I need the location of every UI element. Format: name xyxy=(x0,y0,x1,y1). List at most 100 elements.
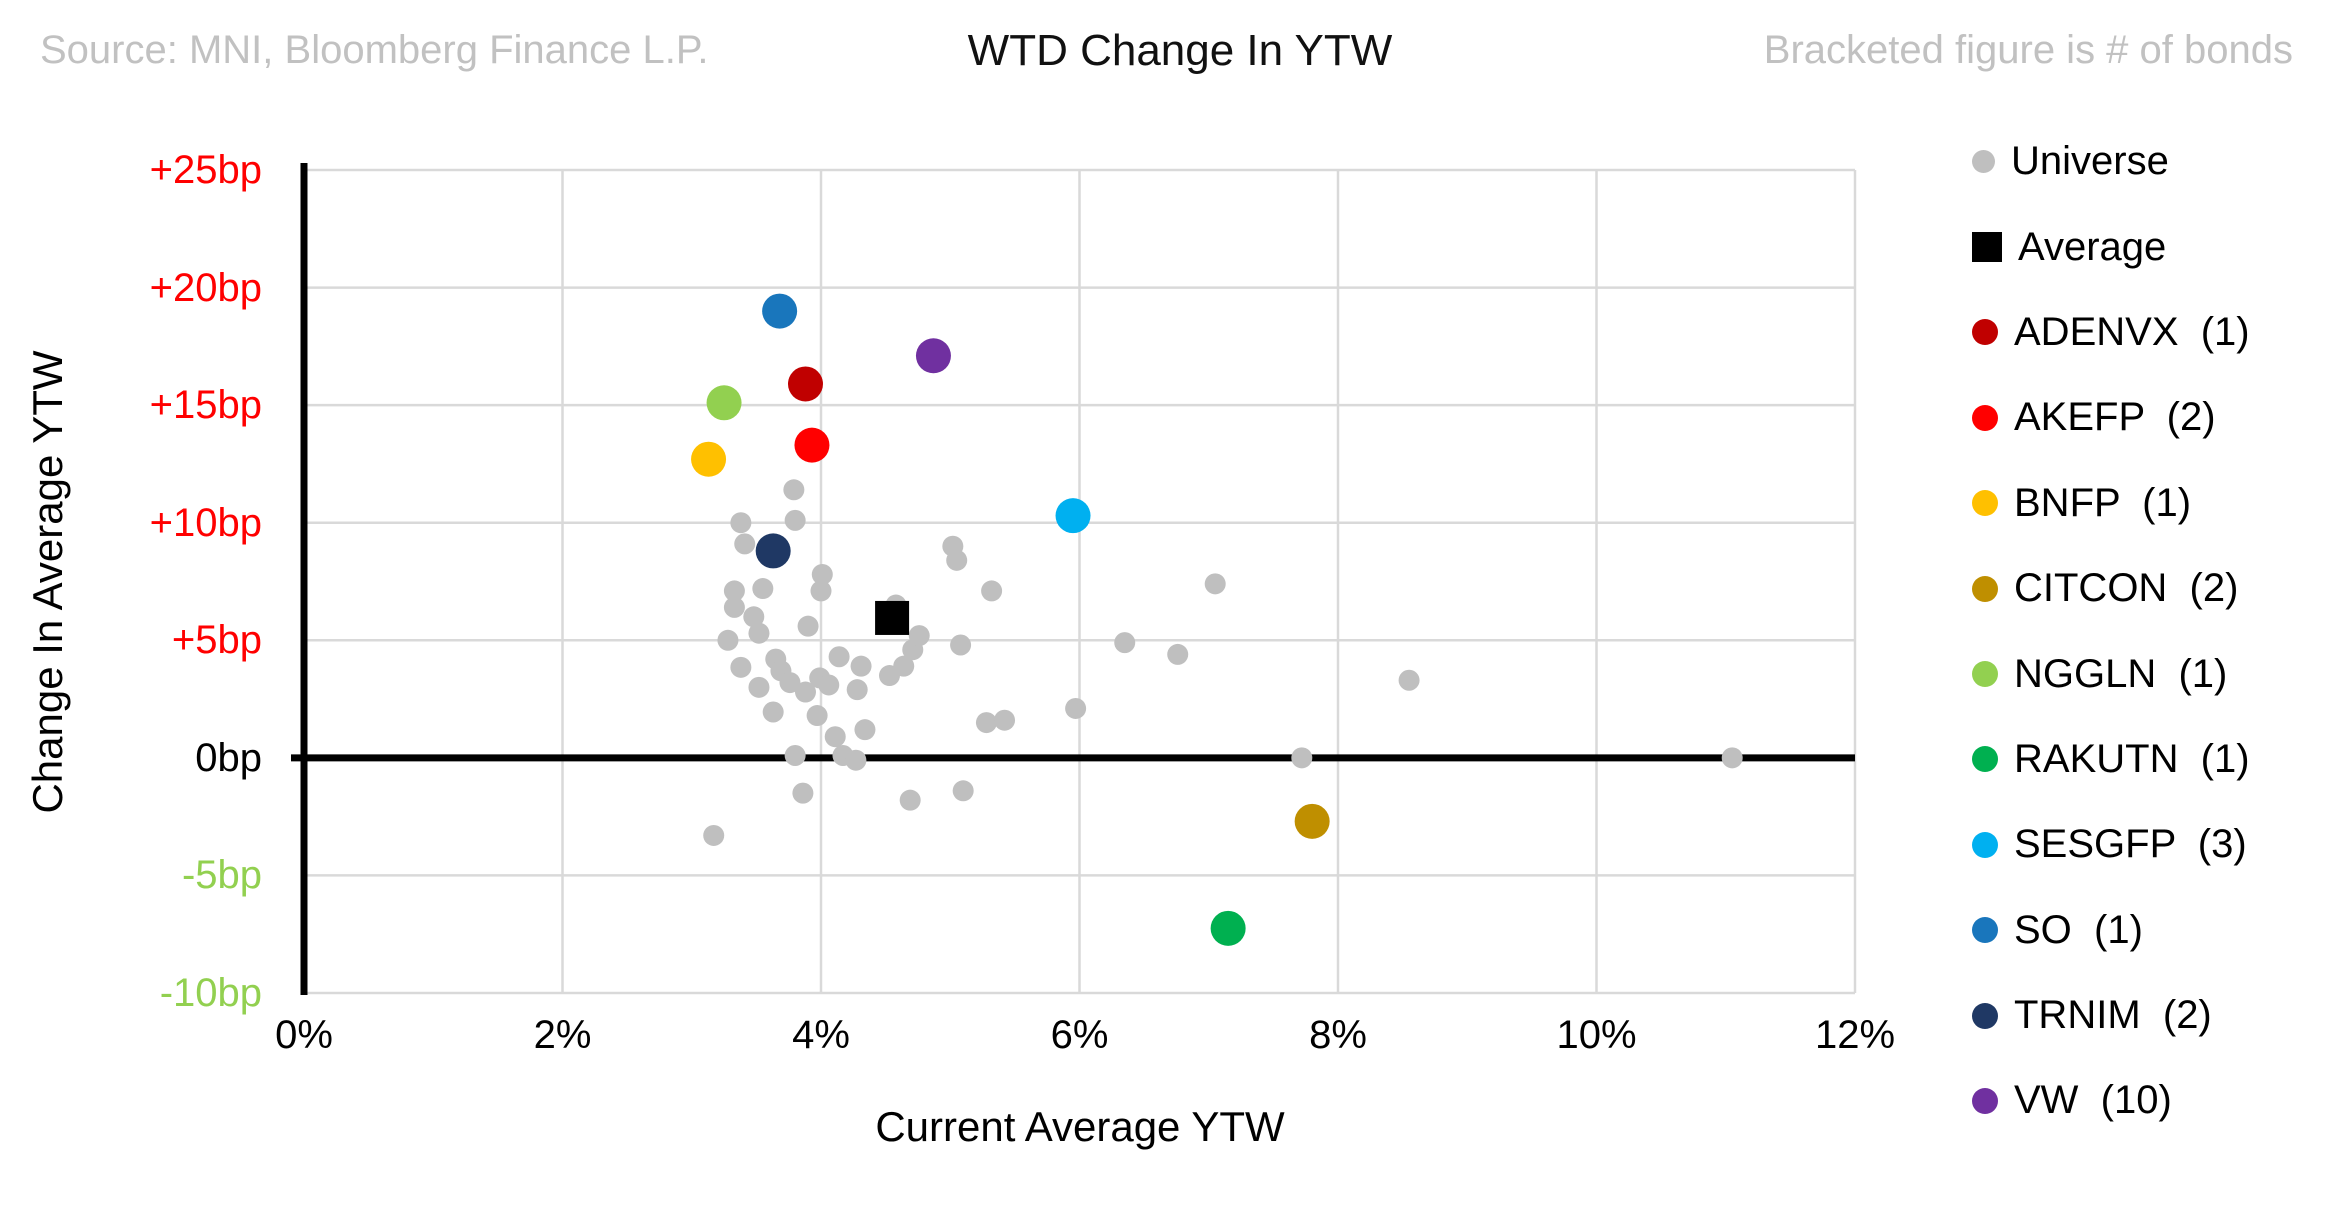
point-universe xyxy=(784,509,806,531)
point-universe xyxy=(779,672,801,694)
point-bnfp xyxy=(691,441,727,477)
y-tick-10: +10bp xyxy=(149,500,262,545)
legend-item-akefp: AKEFP (2) xyxy=(1972,375,2322,460)
point-universe xyxy=(717,629,739,651)
legend-item-average: Average xyxy=(1972,204,2322,289)
legend-label-average: Average xyxy=(2018,224,2167,269)
x-tick-0: 0% xyxy=(275,1013,333,1057)
legend-item-so: SO (1) xyxy=(1972,888,2322,973)
legend-item-universe: Universe xyxy=(1972,119,2322,204)
point-universe xyxy=(1114,632,1136,654)
point-universe xyxy=(1167,643,1189,665)
legend-marker-nggln xyxy=(1972,661,1998,688)
point-universe xyxy=(1398,669,1420,691)
point-universe xyxy=(784,745,806,767)
legend: Universe Average ADENVX (1) AKEFP (2) BNFP (… xyxy=(1972,119,2322,1144)
legend-label-so: SO (1) xyxy=(2014,907,2143,952)
point-universe xyxy=(824,726,846,748)
point-universe xyxy=(975,712,997,734)
point-universe xyxy=(730,512,752,534)
x-tick-2: 2% xyxy=(533,1013,592,1057)
legend-marker-adenvx xyxy=(1972,319,1998,346)
x-tick-8: 8% xyxy=(1309,1013,1367,1057)
point-universe xyxy=(752,578,774,600)
legend-label-akefp: AKEFP (2) xyxy=(2014,395,2216,440)
point-universe xyxy=(828,646,850,668)
legend-item-bnfp: BNFP (1) xyxy=(1972,461,2322,546)
legend-label-universe: Universe xyxy=(2011,139,2169,184)
legend-marker-universe xyxy=(1972,150,1995,174)
point-universe xyxy=(723,580,745,602)
point-universe xyxy=(850,655,872,677)
point-universe xyxy=(748,676,770,698)
point-universe xyxy=(792,782,814,804)
legend-label-sesgfp: SESGFP (3) xyxy=(2014,822,2247,867)
point-universe xyxy=(845,749,867,771)
legend-item-vw: VW (10) xyxy=(1972,1058,2322,1143)
legend-label-bnfp: BNFP (1) xyxy=(2014,480,2192,525)
point-universe xyxy=(797,615,819,637)
y-tick--5: -5bp xyxy=(181,853,262,898)
point-universe xyxy=(734,533,756,555)
point-universe xyxy=(899,789,921,811)
point-universe xyxy=(952,780,974,802)
legend-marker-akefp xyxy=(1972,404,1998,431)
x-tick-6: 6% xyxy=(1050,1013,1109,1057)
legend-item-sesgfp: SESGFP (3) xyxy=(1972,802,2322,887)
point-universe xyxy=(762,701,784,723)
point-universe xyxy=(946,549,968,571)
point-universe xyxy=(818,674,840,696)
point-universe xyxy=(748,622,770,644)
point-universe xyxy=(908,625,930,647)
chart-title: WTD Change In YTW xyxy=(967,26,1393,75)
point-sesgfp xyxy=(1055,498,1091,534)
point-akefp xyxy=(794,427,830,463)
legend-item-adenvx: ADENVX (1) xyxy=(1972,290,2322,375)
legend-marker-sesgfp xyxy=(1972,831,1998,858)
legend-label-vw: VW (10) xyxy=(2014,1078,2172,1123)
point-universe xyxy=(1204,573,1226,595)
legend-marker-rakutn xyxy=(1972,746,1998,773)
x-tick-4: 4% xyxy=(792,1013,850,1057)
legend-label-adenvx: ADENVX (1) xyxy=(2014,309,2250,354)
legend-item-rakutn: RAKUTN (1) xyxy=(1972,717,2322,802)
point-universe xyxy=(811,563,833,585)
legend-label-citcon: CITCON (2) xyxy=(2014,566,2239,611)
point-so xyxy=(762,293,798,329)
point-universe xyxy=(794,681,816,703)
bracket-note: Bracketed figure is # of bonds xyxy=(1763,28,2293,72)
point-universe xyxy=(783,479,805,501)
point-universe xyxy=(703,824,725,846)
source-note: Source: MNI, Bloomberg Finance L.P. xyxy=(40,28,709,72)
point-universe xyxy=(743,606,765,628)
point-universe xyxy=(854,719,876,741)
point-universe xyxy=(994,709,1016,731)
x-tick-12: 12% xyxy=(1814,1013,1896,1057)
legend-item-citcon: CITCON (2) xyxy=(1972,546,2322,631)
legend-marker-vw xyxy=(1972,1087,1998,1114)
point-universe xyxy=(730,656,752,678)
point-nggln xyxy=(706,385,742,421)
legend-marker-bnfp xyxy=(1972,490,1998,517)
y-tick-0: 0bp xyxy=(195,735,262,780)
point-citcon xyxy=(1294,803,1330,839)
legend-label-nggln: NGGLN (1) xyxy=(2014,651,2228,696)
legend-marker-so xyxy=(1972,917,1998,944)
point-universe xyxy=(1291,747,1313,769)
point-universe xyxy=(893,655,915,677)
legend-label-trnim: TRNIM (2) xyxy=(2014,993,2212,1038)
point-vw xyxy=(915,338,951,374)
point-universe xyxy=(846,679,868,701)
point-universe xyxy=(810,580,832,602)
x-tick-10: 10% xyxy=(1556,1013,1637,1057)
point-adenvx xyxy=(787,366,823,402)
point-rakutn xyxy=(1210,910,1246,946)
legend-item-trnim: TRNIM (2) xyxy=(1972,973,2322,1058)
point-average xyxy=(875,600,910,635)
legend-marker-average xyxy=(1972,232,2002,263)
legend-label-rakutn: RAKUTN (1) xyxy=(2014,736,2250,781)
point-universe xyxy=(723,596,745,618)
y-tick--10: -10bp xyxy=(159,971,262,1015)
